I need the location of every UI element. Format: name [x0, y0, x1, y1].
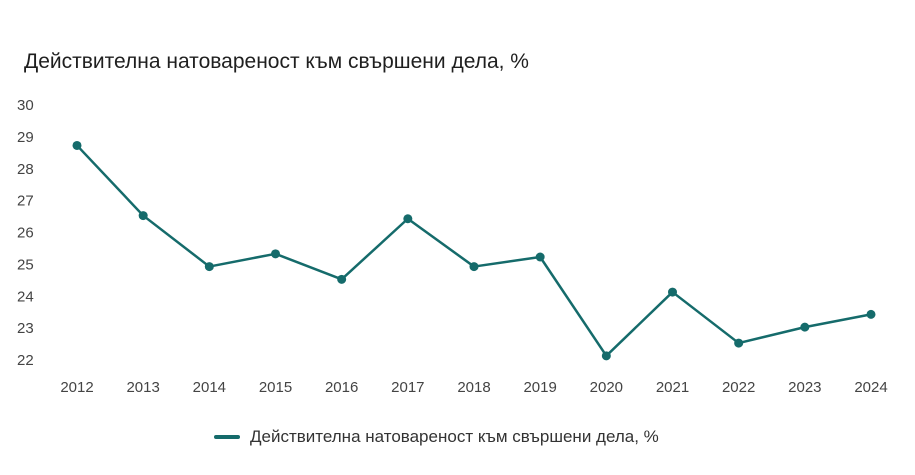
legend[interactable]: Действителна натовареност към свършени д… [214, 427, 659, 447]
y-tick-label: 27 [17, 193, 34, 210]
x-tick-label: 2018 [457, 379, 490, 396]
y-tick-label: 24 [17, 288, 34, 305]
legend-label: Действителна натовареност към свършени д… [250, 427, 659, 446]
y-tick-label: 29 [17, 129, 34, 146]
series-line [76, 144, 872, 358]
data-point[interactable] [138, 211, 148, 221]
data-point[interactable] [403, 214, 413, 224]
y-tick-label: 25 [17, 256, 34, 273]
x-tick-label: 2012 [60, 379, 93, 396]
data-point[interactable] [337, 274, 347, 284]
x-tick-label: 2024 [854, 379, 887, 396]
y-tick-label: 30 [17, 97, 34, 114]
data-point[interactable] [535, 252, 545, 262]
data-point[interactable] [601, 351, 611, 361]
y-tick-label: 22 [17, 352, 34, 369]
x-tick-label: 2015 [259, 379, 292, 396]
data-point[interactable] [866, 309, 876, 319]
y-tick-label: 26 [17, 225, 34, 242]
x-tick-label: 2022 [722, 379, 755, 396]
data-point[interactable] [469, 262, 479, 272]
x-tick-label: 2019 [523, 379, 556, 396]
x-axis: 2012 2013 2014 2015 2016 2017 2018 2019 2020 2021… [60, 379, 887, 396]
chart-title: Действителна натовареност към свършени д… [24, 50, 529, 73]
x-tick-label: 2023 [788, 379, 821, 396]
y-axis: 30 29 28 27 26 25 24 23 22 [17, 97, 34, 369]
data-point[interactable] [734, 338, 744, 348]
data-point[interactable] [668, 287, 677, 297]
x-tick-label: 2016 [325, 379, 358, 396]
series-layer [72, 140, 876, 361]
legend-swatch [214, 435, 240, 439]
data-point[interactable] [72, 140, 82, 150]
data-point[interactable] [800, 322, 810, 332]
y-tick-label: 23 [17, 320, 34, 337]
y-tick-label: 28 [17, 161, 34, 178]
x-tick-label: 2020 [590, 379, 623, 396]
data-point[interactable] [204, 262, 214, 272]
x-tick-label: 2013 [126, 379, 159, 396]
data-point[interactable] [271, 249, 280, 259]
x-tick-label: 2014 [193, 379, 226, 396]
x-tick-label: 2021 [656, 379, 689, 396]
x-tick-label: 2017 [391, 379, 424, 396]
